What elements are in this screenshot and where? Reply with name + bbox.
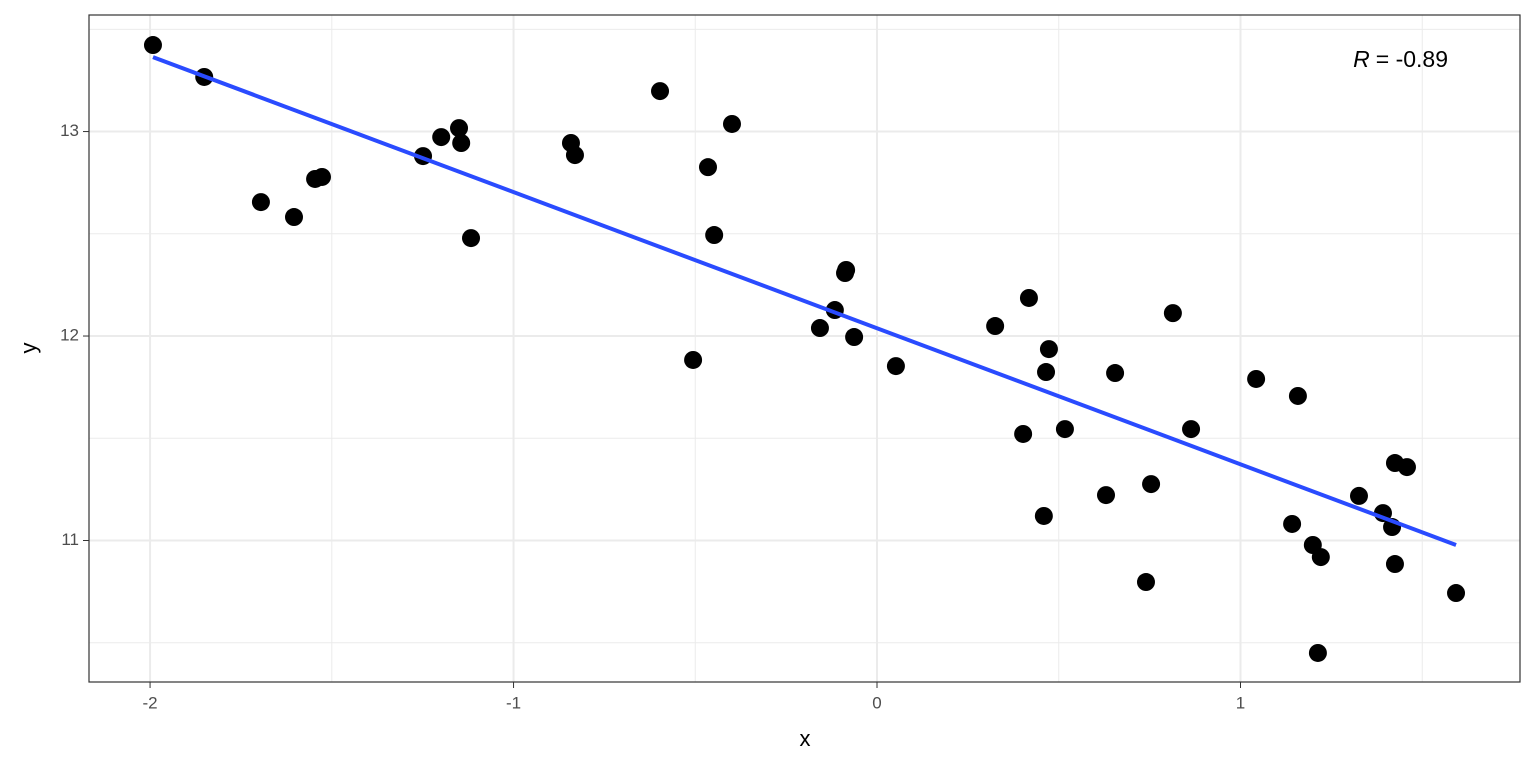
point	[705, 226, 724, 245]
point	[312, 167, 331, 186]
point	[1039, 340, 1058, 359]
point	[810, 319, 829, 338]
point	[1034, 506, 1053, 525]
point	[1308, 643, 1327, 662]
point	[284, 208, 303, 227]
x-axis-title: x	[800, 726, 811, 751]
annotation-symbol: R	[1353, 46, 1370, 72]
x-tick-label: 0	[872, 693, 881, 712]
point	[698, 158, 717, 177]
point	[1247, 369, 1266, 388]
point	[1385, 555, 1404, 574]
point	[143, 36, 162, 55]
point	[1014, 424, 1033, 443]
x-tick-label: -2	[143, 693, 158, 712]
point	[432, 128, 451, 147]
x-tick-label: -1	[506, 693, 521, 712]
y-axis-title: y	[16, 343, 41, 354]
point	[1447, 584, 1466, 603]
point	[1037, 363, 1056, 382]
point	[1288, 386, 1307, 405]
point	[452, 134, 471, 153]
point	[450, 119, 469, 138]
point	[1097, 486, 1116, 505]
point	[1182, 420, 1201, 439]
point	[1055, 420, 1074, 439]
point	[986, 317, 1005, 336]
fit-line	[152, 55, 1457, 547]
point	[565, 146, 584, 165]
point	[1283, 514, 1302, 533]
point	[462, 229, 481, 248]
point	[1163, 304, 1182, 323]
point	[684, 350, 703, 369]
panel-border	[88, 14, 1521, 683]
point	[845, 328, 864, 347]
point	[722, 114, 741, 133]
point	[1136, 573, 1155, 592]
x-tick-label: 1	[1236, 693, 1245, 712]
point	[1142, 475, 1161, 494]
point	[651, 82, 670, 101]
y-tick-label: 11	[61, 530, 79, 549]
point	[1106, 364, 1125, 383]
point	[886, 357, 905, 376]
point	[837, 260, 856, 279]
annotation: R = -0.89	[1353, 46, 1448, 72]
point	[1349, 486, 1368, 505]
point	[251, 193, 270, 212]
y-tick-label: 12	[60, 326, 79, 345]
point	[1019, 288, 1038, 307]
annotation-text: = -0.89	[1376, 46, 1448, 72]
point	[1311, 548, 1330, 567]
y-tick-label: 13	[60, 121, 79, 140]
point	[1397, 458, 1416, 477]
